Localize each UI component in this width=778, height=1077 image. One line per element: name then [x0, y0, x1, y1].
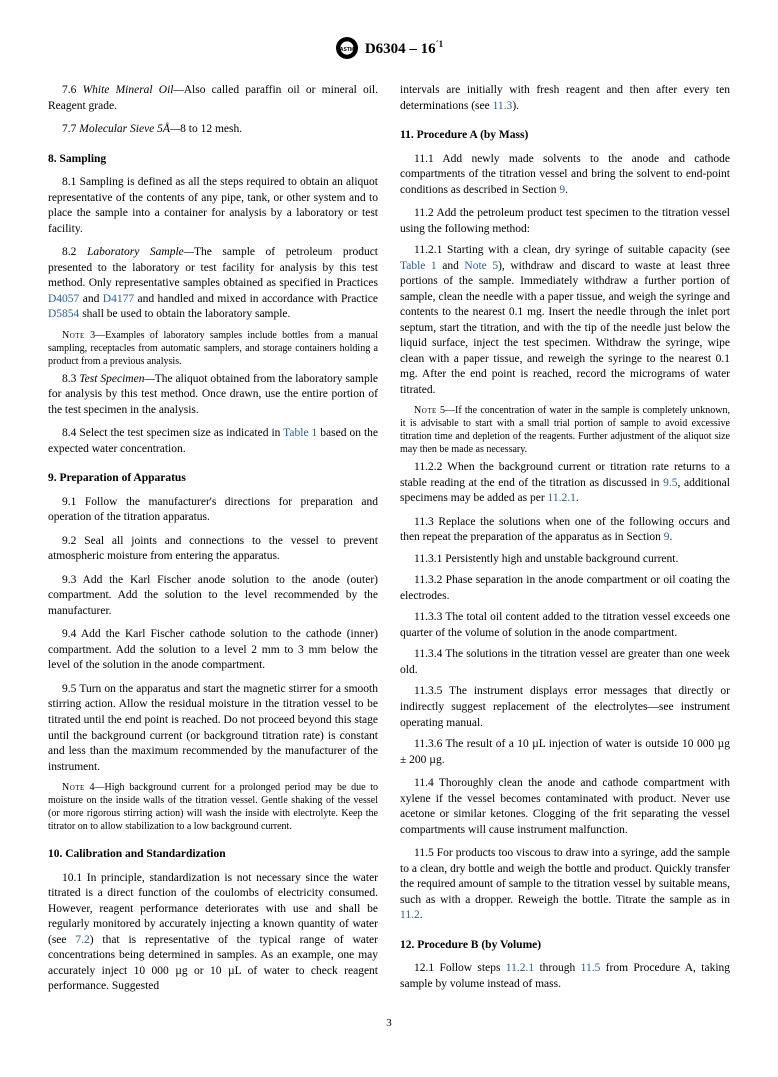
para-11-2: 11.2 Add the petroleum product test spec…: [400, 206, 730, 237]
astm-logo-icon: ASTM: [335, 36, 359, 60]
para-9-1: 9.1 Follow the manufacturer's directions…: [48, 495, 378, 526]
svg-text:ASTM: ASTM: [340, 47, 354, 53]
para-11-3-5: 11.3.5 The instrument displays error mes…: [400, 684, 730, 731]
para-11-3-1: 11.3.1 Persistently high and unstable ba…: [400, 552, 730, 568]
para-9-5: 9.5 Turn on the apparatus and start the …: [48, 682, 378, 775]
para-8-3: 8.3 Test Specimen—The aliquot obtained f…: [48, 372, 378, 419]
para-11-1: 11.1 Add newly made solvents to the anod…: [400, 152, 730, 199]
note-3: Note 3—Examples of laboratory samples in…: [48, 329, 378, 368]
para-11-2-2: 11.2.2 When the background current or ti…: [400, 460, 730, 507]
para-11-3-6: 11.3.6 The result of a 10 µL injection o…: [400, 737, 730, 768]
note-4: Note 4—High background current for a pro…: [48, 781, 378, 833]
page: ASTM D6304 – 16´1 7.6 White Mineral Oil—…: [0, 0, 778, 1077]
section-10-heading: 10. Calibration and Standardization: [48, 847, 378, 863]
para-7-6: 7.6 White Mineral Oil—Also called paraff…: [48, 83, 378, 114]
designation-text: D6304 – 16: [365, 41, 436, 57]
section-12-heading: 12. Procedure B (by Volume): [400, 938, 730, 954]
para-11-3-2: 11.3.2 Phase separation in the anode com…: [400, 573, 730, 604]
para-8-2: 8.2 Laboratory Sample—The sample of petr…: [48, 245, 378, 323]
para-10-1-b: intervals are initially with fresh reage…: [400, 83, 730, 114]
section-8-heading: 8. Sampling: [48, 152, 378, 168]
para-9-2: 9.2 Seal all joints and connections to t…: [48, 534, 378, 565]
designation-epsilon: ´1: [436, 39, 444, 49]
para-9-3: 9.3 Add the Karl Fischer anode solution …: [48, 573, 378, 620]
body-columns: 7.6 White Mineral Oil—Also called paraff…: [48, 83, 730, 999]
page-number: 3: [48, 1017, 730, 1029]
para-11-2-1: 11.2.1 Starting with a clean, dry syring…: [400, 243, 730, 398]
para-7-7: 7.7 Molecular Sieve 5Å—8 to 12 mesh.: [48, 122, 378, 138]
designation: D6304 – 16´1: [365, 39, 443, 58]
para-11-3-4: 11.3.4 The solutions in the titration ve…: [400, 647, 730, 678]
section-9-heading: 9. Preparation of Apparatus: [48, 471, 378, 487]
section-11-heading: 11. Procedure A (by Mass): [400, 128, 730, 144]
para-11-3-3: 11.3.3 The total oil content added to th…: [400, 610, 730, 641]
para-8-4: 8.4 Select the test specimen size as ind…: [48, 426, 378, 457]
header-inner: ASTM D6304 – 16´1: [335, 36, 443, 60]
para-10-1-a: 10.1 In principle, standardization is no…: [48, 871, 378, 995]
para-11-3: 11.3 Replace the solutions when one of t…: [400, 515, 730, 546]
note-5: Note 5—If the concentration of water in …: [400, 404, 730, 456]
para-11-5: 11.5 For products too viscous to draw in…: [400, 846, 730, 924]
page-header: ASTM D6304 – 16´1: [48, 36, 730, 65]
para-8-1: 8.1 Sampling is defined as all the steps…: [48, 175, 378, 237]
para-11-4: 11.4 Thoroughly clean the anode and cath…: [400, 776, 730, 838]
para-9-4: 9.4 Add the Karl Fischer cathode solutio…: [48, 627, 378, 674]
para-12-1: 12.1 Follow steps 11.2.1 through 11.5 fr…: [400, 961, 730, 992]
